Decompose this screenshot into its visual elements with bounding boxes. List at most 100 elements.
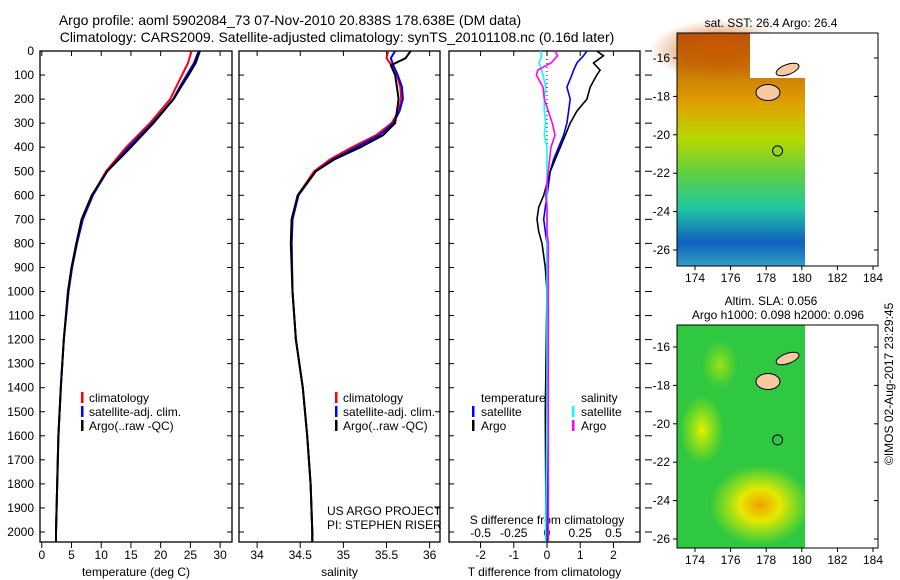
credit-text: ©IMOS 02-Aug-2017 23:29:45	[882, 302, 896, 465]
s-diff-tick-label: -0.25	[500, 526, 528, 540]
x-tick-label: 10	[95, 548, 109, 562]
series-line-climatology	[55, 50, 193, 542]
x-tick-label: 35.5	[375, 548, 399, 562]
lat-tick-label: -26	[653, 532, 671, 546]
x-axis-label: salinity	[321, 565, 358, 579]
depth-tick-label: 400	[14, 140, 34, 154]
map-frame	[676, 32, 879, 267]
legend-label: Argo(..raw -QC)	[343, 419, 428, 433]
x-tick-label: 0	[544, 548, 551, 562]
lat-tick-label: -20	[653, 128, 671, 142]
profile-panel-1: 0100200300400500600700800900100011001200…	[7, 44, 233, 579]
legend-label: climatology	[89, 391, 149, 405]
x-tick-label: 25	[184, 548, 198, 562]
title-line-2: Climatology: CARS2009. Satellite-adjuste…	[60, 29, 615, 45]
lon-tick-label: 180	[792, 553, 812, 567]
island-viti-levu	[755, 84, 781, 102]
series-line-satellite-adj-clim-	[290, 50, 404, 542]
depth-tick-label: 300	[14, 116, 34, 130]
profile-panel-3: -2 -1 0 1 2 T difference from climatology -0.5…	[448, 50, 652, 579]
depth-tick-label: 1200	[7, 333, 34, 347]
map-frame	[676, 324, 879, 549]
map-title: sat. SST: 26.4 Argo: 26.4	[705, 16, 838, 30]
x-tick-label: 0	[38, 548, 45, 562]
x-tick-label: 34	[250, 548, 264, 562]
series-line-salinity-satellite	[538, 50, 548, 542]
depth-tick-label: 1400	[7, 381, 34, 395]
legend-label: climatology	[343, 391, 403, 405]
depth-tick-label: 200	[14, 92, 34, 106]
depth-tick-label: 1600	[7, 429, 34, 443]
map-title: Altim. SLA: 0.056	[725, 294, 818, 308]
legend-label: Argo	[581, 419, 607, 433]
x-tick-label: 15	[124, 548, 138, 562]
depth-tick-label: 700	[14, 212, 34, 226]
legend-label: satellite-adj. clim.	[343, 405, 435, 419]
depth-tick-label: 800	[14, 236, 34, 250]
series-line-argo	[289, 50, 412, 542]
map-subtitle: Argo h1000: 0.098 h2000: 0.096	[692, 308, 864, 322]
map-panel-2: 174 176 178 180 182 184 -16 -18 -20 -22 -24 -26 Alti…	[653, 294, 884, 567]
x-tick-label: 36	[423, 548, 437, 562]
legend-label: satellite	[481, 405, 522, 419]
lat-tick-label: -24	[653, 494, 671, 508]
series-line-salinity-argo	[535, 50, 559, 542]
lon-tick-label: 182	[827, 271, 847, 285]
x-tick-label: -2	[475, 548, 486, 562]
legend-swatch	[335, 392, 338, 403]
legend-label: satellite	[581, 405, 622, 419]
plot-frame	[39, 50, 233, 543]
island-vanua-levu	[775, 62, 800, 77]
s-diff-tick-label: 0.5	[605, 526, 622, 540]
lat-tick-label: -22	[653, 166, 671, 180]
series-line-climatology	[290, 50, 403, 542]
depth-tick-label: 2000	[7, 525, 34, 539]
depth-tick-label: 600	[14, 188, 34, 202]
x-axis-label: T difference from climatology	[468, 565, 622, 579]
legend-label: Argo	[481, 419, 507, 433]
lat-tick-label: -20	[653, 417, 671, 431]
legend-label: Argo(..raw -QC)	[89, 419, 174, 433]
project-annotation: PI: STEPHEN RISER	[327, 518, 442, 532]
map-panel-1: 174 176 178 180 182 184 -16 -18 -20 -22 -24 -26 sat.…	[650, 16, 883, 285]
lon-tick-label: 184	[863, 553, 883, 567]
argo-float-marker	[772, 434, 784, 446]
depth-tick-label: 1300	[7, 357, 34, 371]
lon-tick-label: 174	[685, 553, 705, 567]
depth-tick-label: 1100	[8, 309, 34, 323]
x-tick-label: 35	[337, 548, 351, 562]
legend-swatch	[81, 406, 84, 417]
lon-tick-label: 178	[756, 271, 776, 285]
depth-tick-label: 0	[27, 44, 34, 58]
legend-swatch	[472, 406, 475, 417]
x-tick-label: 30	[213, 548, 227, 562]
lat-tick-label: -24	[653, 205, 671, 219]
x-tick-label: 1	[577, 548, 584, 562]
profile-panel-2: 34 34.5 35 35.5 36 salinity climatologysatelli…	[238, 50, 442, 579]
lon-tick-label: 180	[792, 271, 812, 285]
title-line-1: Argo profile: aoml 5902084_73 07-Nov-201…	[59, 12, 521, 28]
legend-swatch	[81, 392, 84, 403]
lat-tick-label: -26	[653, 243, 671, 257]
lat-tick-label: -16	[653, 340, 671, 354]
legend-swatch	[335, 420, 338, 431]
island-viti-levu	[755, 373, 781, 391]
lat-tick-label: -18	[653, 89, 671, 103]
legend-swatch	[572, 420, 575, 431]
depth-tick-label: 1900	[7, 501, 34, 515]
depth-tick-label: 500	[14, 164, 34, 178]
series-line-satellite-adj-clim-	[55, 50, 200, 542]
depth-tick-label: 1000	[7, 285, 34, 299]
series-line-argo	[55, 50, 201, 542]
lon-tick-label: 176	[721, 271, 741, 285]
x-tick-label: -1	[508, 548, 519, 562]
lat-tick-label: -16	[653, 51, 671, 65]
lon-tick-label: 178	[756, 553, 776, 567]
lon-tick-label: 184	[863, 271, 883, 285]
lat-tick-label: -22	[653, 455, 671, 469]
legend-swatch	[472, 420, 475, 431]
s-diff-tick-label: 0.25	[569, 526, 593, 540]
x-tick-label: 2	[610, 548, 617, 562]
project-annotation: US ARGO PROJECT	[327, 504, 442, 518]
